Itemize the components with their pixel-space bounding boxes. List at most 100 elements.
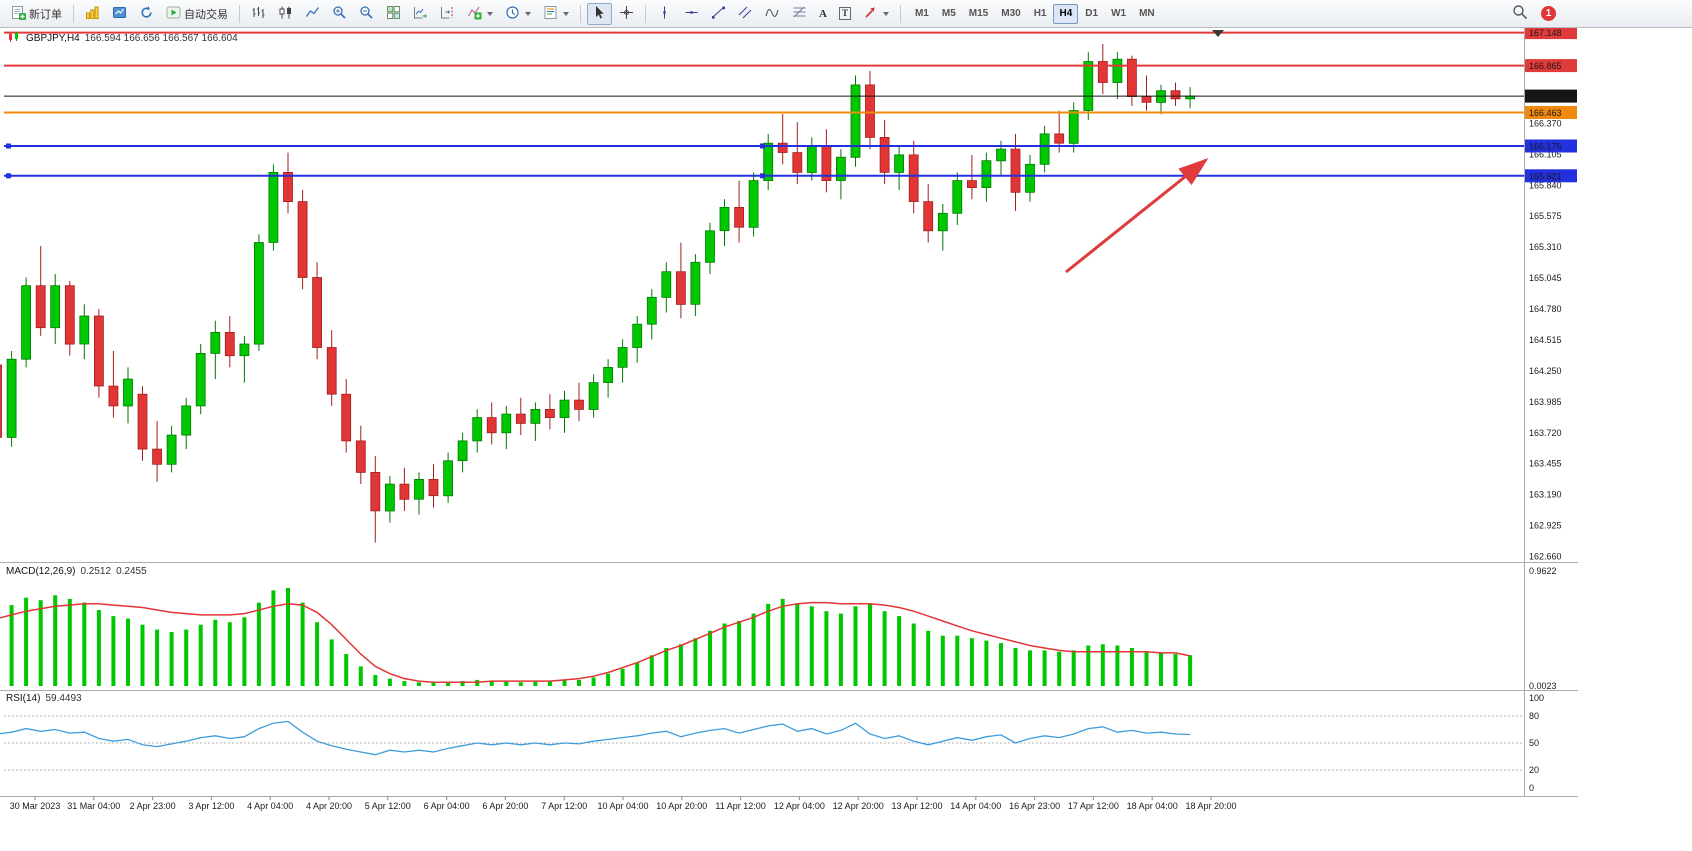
- trendline-tool-button[interactable]: [706, 3, 731, 25]
- chart-shift-button[interactable]: [435, 3, 460, 25]
- rsi-indicator-name: RSI(14): [6, 693, 41, 704]
- periods-button[interactable]: [500, 3, 536, 25]
- main-toolbar: 新订单 自动交易 A T: [0, 0, 1692, 28]
- candle: [545, 408, 555, 418]
- tile-windows-button[interactable]: [381, 3, 406, 25]
- new-order-label: 新订单: [29, 8, 62, 21]
- arrows-tool-button[interactable]: [858, 3, 894, 25]
- macd-signal-line: [0, 601, 1191, 684]
- bar-chart-mode-button[interactable]: [246, 3, 271, 25]
- candle: [690, 261, 701, 305]
- chevron-down-icon: [563, 11, 569, 16]
- svg-text:13 Apr 12:00: 13 Apr 12:00: [891, 801, 942, 811]
- horizontal-line-tool-button[interactable]: [679, 3, 704, 25]
- candle: [1068, 110, 1079, 144]
- chart-shift-marker[interactable]: [1212, 30, 1224, 37]
- timeframe-button-h4[interactable]: H4: [1053, 3, 1079, 24]
- chart-ohlc-label: GBPJPY,H4 166.594 166.656 166.567 166.60…: [8, 31, 238, 46]
- macd-signal-value: 0.2455: [116, 566, 147, 577]
- candle: [850, 84, 861, 158]
- candle: [515, 413, 526, 424]
- candle: [50, 285, 61, 329]
- svg-text:2 Apr 23:00: 2 Apr 23:00: [130, 801, 176, 811]
- timeframe-button-m5[interactable]: M5: [936, 4, 962, 24]
- svg-text:163.190: 163.190: [1529, 490, 1562, 500]
- candle: [530, 408, 541, 424]
- toolbar-right-group: 1: [1507, 3, 1556, 25]
- candle: [1039, 133, 1050, 165]
- zoom-in-button[interactable]: [327, 3, 352, 25]
- candle: [879, 137, 890, 173]
- timeframe-button-m30[interactable]: M30: [995, 4, 1026, 24]
- svg-text:163.985: 163.985: [1529, 397, 1562, 407]
- candle: [981, 160, 992, 188]
- indicators-icon: [467, 5, 482, 23]
- price-axis-ticks: 166.370 166.105 165.840 165.575 165.310 165.0…: [1529, 118, 1562, 561]
- vertical-line-tool-button[interactable]: [652, 3, 677, 25]
- timeframe-button-d1[interactable]: D1: [1079, 4, 1104, 24]
- candle: [268, 171, 279, 243]
- time-axis: 30 Mar 2023 31 Mar 04:00 2 Apr 23:00 3 Apr …: [10, 796, 1237, 811]
- line-chart-mode-icon: [305, 5, 320, 23]
- arrow-annotation[interactable]: [1065, 158, 1209, 274]
- candle: [574, 399, 584, 410]
- line-handle: [6, 173, 11, 179]
- price-tag: 166.176: [1525, 139, 1577, 153]
- chart-canvas[interactable]: 166.370 166.105 165.840 165.575 165.310 165.0…: [0, 28, 1578, 828]
- candle: [79, 315, 90, 345]
- chevron-down-icon: [525, 11, 531, 16]
- auto-scroll-button[interactable]: [408, 3, 433, 25]
- indicators-button[interactable]: [462, 3, 498, 25]
- candle: [399, 483, 410, 500]
- svg-text:164.515: 164.515: [1529, 335, 1562, 345]
- fibonacci-tool-button[interactable]: [787, 3, 812, 25]
- timeframe-button-h1[interactable]: H1: [1028, 4, 1053, 24]
- timeframe-button-w1[interactable]: W1: [1105, 4, 1132, 24]
- template-icon: [543, 5, 558, 23]
- algo-trading-button[interactable]: 自动交易: [161, 3, 233, 25]
- refresh-button[interactable]: [134, 3, 159, 25]
- new-chart-icon: [85, 5, 100, 23]
- new-chart-button[interactable]: [80, 3, 105, 25]
- candle: [239, 343, 250, 357]
- zoom-out-button[interactable]: [354, 3, 379, 25]
- text-tool-button[interactable]: A: [814, 3, 832, 25]
- candle: [6, 358, 17, 438]
- line-chart-mode-button[interactable]: [300, 3, 325, 25]
- profiles-button[interactable]: [107, 3, 132, 25]
- candle: [210, 331, 221, 354]
- candle: [152, 448, 163, 465]
- vertical-line-icon: [657, 5, 672, 23]
- candle: [1097, 61, 1108, 83]
- price-tag: 166.604: [1525, 89, 1577, 103]
- new-order-button[interactable]: 新订单: [6, 3, 67, 25]
- notification-badge[interactable]: 1: [1541, 6, 1556, 21]
- channel-tool-button[interactable]: [733, 3, 758, 25]
- cursor-tool-button[interactable]: [587, 2, 612, 25]
- candlestick-mode-button[interactable]: [273, 3, 298, 25]
- svg-text:167.148: 167.148: [1529, 28, 1562, 38]
- timeframe-button-m15[interactable]: M15: [963, 4, 994, 24]
- candle: [952, 180, 963, 214]
- search-button[interactable]: [1507, 3, 1533, 25]
- label-tool-icon: T: [838, 7, 851, 20]
- svg-text:166.176: 166.176: [1529, 142, 1562, 152]
- crosshair-icon: [619, 5, 634, 23]
- symbol-mini-icon: [8, 31, 21, 46]
- level-lines[interactable]: [4, 31, 1524, 179]
- candle: [486, 417, 497, 434]
- crosshair-tool-button[interactable]: [614, 3, 639, 25]
- wave-tool-button[interactable]: [760, 3, 785, 25]
- svg-text:7 Apr 12:00: 7 Apr 12:00: [541, 801, 587, 811]
- chart-symbol-period: GBPJPY,H4: [26, 33, 80, 44]
- svg-text:0.9622: 0.9622: [1529, 566, 1557, 576]
- candle: [341, 393, 352, 442]
- label-tool-button[interactable]: T: [834, 3, 856, 25]
- pane-dividers: [0, 28, 1578, 797]
- timeframe-button-mn[interactable]: MN: [1133, 4, 1161, 24]
- timeframe-button-m1[interactable]: M1: [909, 4, 935, 24]
- candle: [21, 285, 32, 360]
- templates-button[interactable]: [538, 3, 574, 25]
- macd-pane-label: MACD(12,26,9) 0.2512 0.2455: [6, 566, 147, 577]
